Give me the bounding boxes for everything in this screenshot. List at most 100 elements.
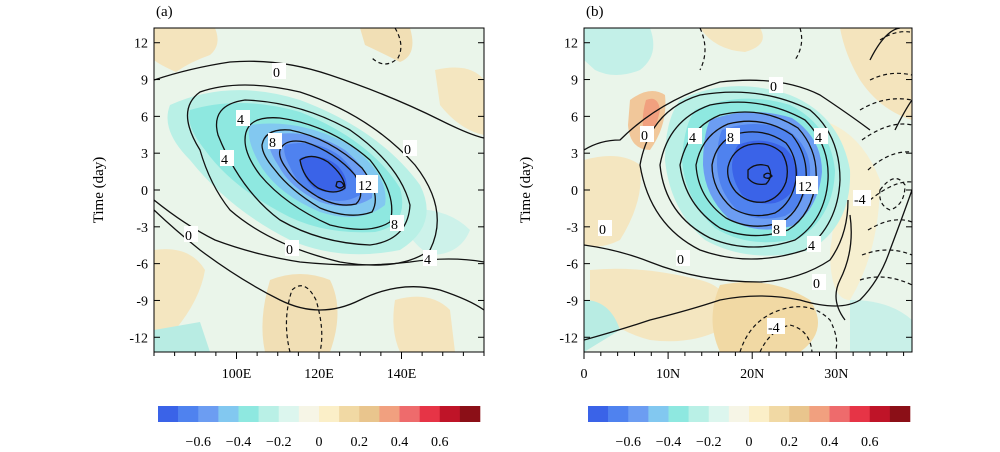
colorbar-tick-label: 0	[746, 435, 753, 450]
x-tick-label: 10N	[656, 367, 680, 382]
colorbar-swatch	[419, 406, 441, 422]
colorbar-swatch	[218, 406, 239, 422]
colorbar-swatch	[278, 406, 300, 422]
colorbar-swatch	[319, 406, 340, 422]
y-tick-label: 9	[141, 74, 148, 89]
colorbar-swatch	[688, 406, 710, 422]
y-tick-label: 12	[134, 37, 148, 52]
colorbar-swatch	[298, 406, 320, 422]
colorbar-swatch	[339, 406, 360, 422]
panel-b-field	[584, 28, 912, 352]
y-tick-label: -9	[566, 294, 578, 309]
y-tick-label: 0	[571, 184, 578, 199]
colorbar-tick-label: 0	[316, 435, 323, 450]
panel-a-field	[154, 28, 484, 352]
panel-b-dashed-contours	[699, 28, 912, 352]
y-tick-label: -12	[129, 331, 148, 346]
contour-label: 0	[813, 277, 820, 292]
contour-label: 0	[273, 66, 280, 81]
colorbar-tick-label: 0.2	[351, 435, 369, 450]
panel-b-contour-labels: 0 0 4 8 4 12 8 4 0 0 0 -4 -4	[598, 77, 871, 336]
colorbar-swatch	[178, 406, 199, 422]
colorbar-tick-label: 0.6	[861, 435, 879, 450]
colorbar-swatch	[158, 406, 179, 422]
panel-a-contours	[154, 60, 484, 311]
contour-label: 0	[770, 80, 777, 95]
contour-label: 8	[269, 136, 276, 151]
colorbar-swatch	[708, 406, 730, 422]
colorbar-swatch	[769, 406, 790, 422]
contour-label: 4	[221, 153, 228, 168]
colorbar-tick-label: −0.6	[186, 435, 211, 450]
panel-a: (a)	[91, 4, 485, 382]
y-tick-label: -3	[566, 221, 578, 236]
colorbar-swatch	[459, 406, 481, 422]
contour-label: 8	[773, 223, 780, 238]
y-tick-label: 3	[571, 147, 578, 162]
y-tick-label: -6	[136, 258, 148, 273]
y-tick-label: 6	[141, 110, 148, 125]
colorbar-tick-label: −0.6	[616, 435, 641, 450]
x-tick-label: 140E	[387, 367, 417, 382]
colorbar-swatch	[829, 406, 850, 422]
y-tick-label: 12	[564, 37, 578, 52]
colorbar-swatch	[258, 406, 280, 422]
contour-label: 12	[358, 179, 372, 194]
colorbar-swatch	[668, 406, 689, 422]
contour-label: 0	[185, 229, 192, 244]
panel-a-label: (a)	[156, 4, 173, 20]
colorbar-a: −0.6 −0.4 −0.2 0 0.2 0.4 0.6	[158, 406, 481, 450]
colorbar-swatch	[889, 406, 911, 422]
y-tick-label: 6	[571, 110, 578, 125]
colorbar-tick-label: −0.2	[266, 435, 291, 450]
colorbar-swatch	[728, 406, 750, 422]
colorbar-b: −0.6 −0.4 −0.2 0 0.2 0.4 0.6	[588, 406, 911, 450]
panel-a-dashed-contours	[285, 28, 402, 352]
y-tick-label: -12	[559, 331, 578, 346]
y-tick-label: -9	[136, 294, 148, 309]
contour-label: 12	[798, 180, 812, 195]
y-tick-label: 0	[141, 184, 148, 199]
contour-label: 4	[424, 253, 431, 268]
contour-label: 0	[677, 253, 684, 268]
colorbar-tick-label: −0.2	[696, 435, 721, 450]
panel-a-ylabel: Time (day)	[91, 157, 107, 224]
contour-label: 4	[689, 131, 696, 146]
colorbar-tick-label: 0.4	[391, 435, 409, 450]
colorbar-swatch	[789, 406, 810, 422]
colorbar-swatch	[628, 406, 649, 422]
colorbar-swatch	[869, 406, 891, 422]
contour-label: 8	[391, 218, 398, 233]
panel-b: (b)	[518, 4, 913, 382]
panel-a-contour-labels: 0 4 4 8 12 8 4 0 0 0	[184, 63, 437, 268]
contour-label: 0	[641, 129, 648, 144]
contour-label: 4	[808, 239, 815, 254]
contour-label: 0	[404, 143, 411, 158]
y-tick-label: 3	[141, 147, 148, 162]
contour-label: -4	[854, 193, 866, 208]
y-tick-label: -6	[566, 258, 578, 273]
contour-label: 0	[599, 223, 606, 238]
colorbar-swatch	[648, 406, 669, 422]
colorbar-swatch	[439, 406, 461, 422]
colorbar-swatch	[198, 406, 219, 422]
colorbar-tick-label: −0.4	[226, 435, 251, 450]
colorbar-swatch	[608, 406, 629, 422]
colorbar-swatch	[399, 406, 420, 422]
x-tick-label: 120E	[304, 367, 334, 382]
y-tick-label: 9	[571, 74, 578, 89]
colorbar-tick-label: 0.6	[431, 435, 449, 450]
colorbar-tick-label: 0.4	[821, 435, 839, 450]
x-tick-label: 100E	[222, 367, 252, 382]
x-tick-label: 30N	[824, 367, 848, 382]
x-tick-label: 0	[581, 367, 588, 382]
colorbar-swatch	[849, 406, 871, 422]
contour-label: 0	[286, 243, 293, 258]
colorbar-swatch	[359, 406, 380, 422]
colorbar-tick-label: −0.4	[656, 435, 681, 450]
panel-a-axes: 12 9 6 3 0 -3 -6 -9 -12 100E 120E 140E	[129, 37, 485, 382]
contour-label: -4	[768, 321, 780, 336]
colorbar-swatch	[588, 406, 609, 422]
colorbar-swatch	[809, 406, 830, 422]
